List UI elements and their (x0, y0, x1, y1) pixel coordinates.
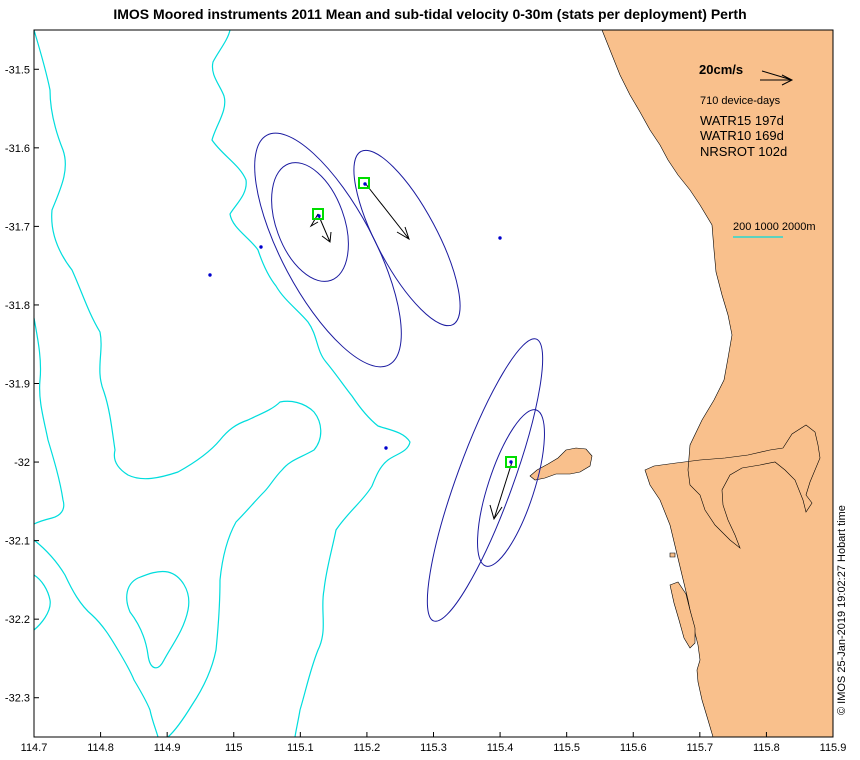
mooring-dot (498, 236, 502, 240)
y-tick-label: -31.5 (5, 64, 30, 76)
chart-title: IMOS Moored instruments 2011 Mean and su… (113, 6, 747, 22)
x-tick-label: 115.2 (354, 742, 381, 754)
deployment-row: WATR15 197d (700, 113, 784, 128)
y-axis: -31.5 -31.6 -31.7 -31.8 -31.9 -32 -32.1 -32.2 -3… (5, 64, 39, 705)
site-markers (312, 177, 517, 468)
arrow-watr15 (364, 182, 410, 241)
deployment-row: WATR10 169d (700, 128, 784, 143)
velocity-arrows (309, 182, 513, 521)
y-tick-label: -31.8 (5, 300, 30, 312)
y-tick-label: -32.1 (5, 536, 30, 548)
mooring-dot (384, 446, 388, 450)
arrow-nrsrot (489, 461, 513, 521)
x-tick-label: 115.8 (753, 742, 780, 754)
y-tick-label: -32 (14, 457, 30, 469)
island-rottnest (529, 447, 593, 481)
y-tick-label: -31.9 (5, 379, 30, 391)
isobath-1000m (33, 29, 322, 738)
site-marker-watr10 (312, 208, 324, 220)
ellipse-watr10-inner (271, 162, 349, 282)
velocity-scale-arrow (760, 70, 794, 86)
mooring-dot (317, 214, 321, 218)
site-marker-watr15 (358, 177, 370, 189)
total-device-days: 710 device-days (700, 95, 781, 107)
isobath-2000m-loop (126, 570, 190, 669)
velocity-ellipses (254, 132, 545, 622)
deployment-row: NRSROT 102d (700, 144, 787, 159)
mooring-dots (208, 182, 513, 464)
mooring-dot (363, 182, 367, 186)
x-tick-label: 115.5 (553, 742, 580, 754)
x-tick-label: 114.8 (87, 742, 114, 754)
x-tick-label: 115 (225, 742, 243, 754)
y-tick-label: -32.3 (5, 693, 30, 705)
velocity-scale-label: 20cm/s (699, 62, 743, 77)
ellipse-nrsrot-outer (426, 338, 544, 622)
isobaths (33, 29, 411, 738)
site-marker-nrsrot (505, 456, 517, 468)
isobath-200m (211, 29, 411, 738)
x-tick-label: 115.4 (487, 742, 514, 754)
mooring-dot (208, 273, 212, 277)
x-tick-label: 115.1 (287, 742, 314, 754)
x-tick-label: 115.7 (686, 742, 713, 754)
legend: 20cm/s 710 device-days WATR15 197d WATR1… (699, 62, 816, 238)
isobath-legend-label: 200 1000 2000m (733, 221, 816, 233)
ellipse-watr10-outer (254, 132, 402, 368)
mooring-dot (509, 460, 513, 464)
y-tick-label: -32.2 (5, 614, 30, 626)
x-tick-label: 115.3 (420, 742, 447, 754)
mainland (601, 29, 834, 738)
x-axis: 114.7 114.8 114.9 115 115.1 115.2 115.3 115.4 11… (21, 732, 847, 754)
timestamp-label: © IMOS 25-Jan-2019 19:02:27 Hobart time (836, 505, 848, 715)
x-tick-label: 115.9 (820, 742, 847, 754)
isobath-2000m (33, 317, 159, 738)
island-small (669, 552, 676, 558)
ellipse-nrsrot-inner (477, 409, 545, 567)
x-tick-label: 114.7 (21, 742, 48, 754)
y-tick-label: -31.6 (5, 143, 30, 155)
land-area (529, 29, 834, 738)
x-tick-label: 115.6 (620, 742, 647, 754)
island-garden (669, 581, 696, 649)
ellipse-watr15 (353, 149, 461, 327)
y-tick-label: -31.7 (5, 221, 30, 233)
x-tick-label: 114.9 (154, 742, 181, 754)
mooring-dot (259, 245, 263, 249)
